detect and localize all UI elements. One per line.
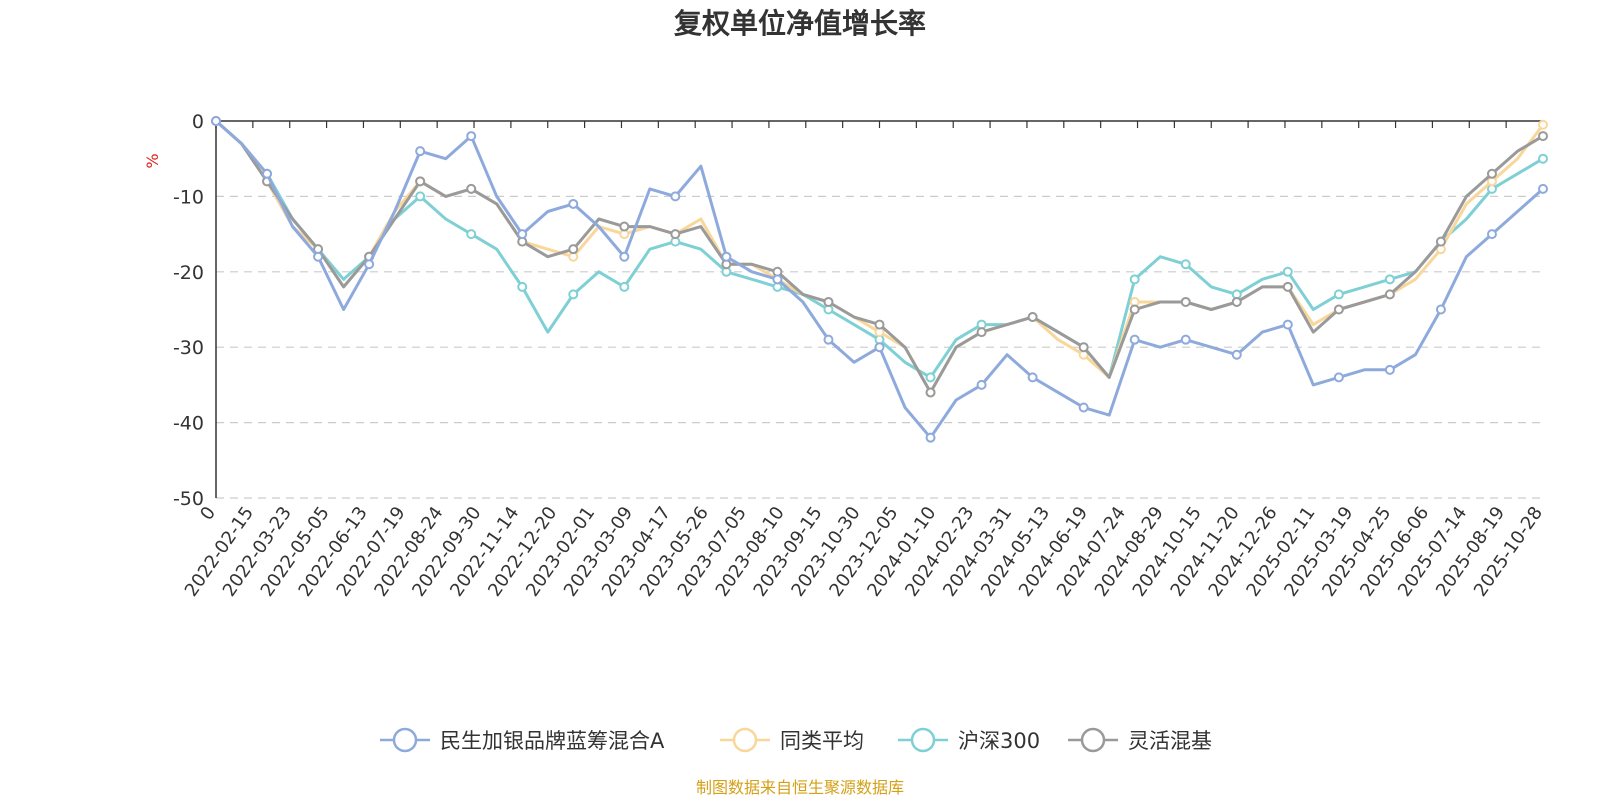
data-point xyxy=(1486,229,1497,240)
data-point xyxy=(1180,296,1191,307)
y-tick-label: -40 xyxy=(173,413,204,435)
data-point xyxy=(1282,281,1293,292)
y-tick-label: -20 xyxy=(173,262,204,284)
legend-label: 同类平均 xyxy=(780,729,864,753)
data-point xyxy=(1129,304,1140,315)
legend-label: 灵活混基 xyxy=(1128,729,1212,753)
data-point xyxy=(619,251,630,262)
data-point xyxy=(1027,312,1038,323)
data-point xyxy=(1231,296,1242,307)
data-point xyxy=(415,191,426,202)
data-point xyxy=(1384,274,1395,285)
data-point xyxy=(517,281,528,292)
legend-marker xyxy=(910,727,936,753)
data-point xyxy=(1129,334,1140,345)
data-point xyxy=(1538,119,1548,130)
legend: 民生加银品牌蓝筹混合A 同类平均 沪深300 灵活混基 xyxy=(380,727,1212,753)
data-point xyxy=(619,221,630,232)
plot-area xyxy=(211,116,1548,443)
data-point xyxy=(1333,304,1344,315)
data-point xyxy=(364,259,375,270)
legend-marker xyxy=(1080,727,1106,753)
data-point xyxy=(619,281,630,292)
legend-item[interactable]: 同类平均 xyxy=(720,727,864,753)
data-point xyxy=(262,168,273,179)
series-1 xyxy=(211,116,1548,398)
data-point xyxy=(1231,349,1242,360)
data-point xyxy=(1538,131,1548,142)
data-point xyxy=(1538,183,1548,194)
data-point xyxy=(976,327,987,338)
data-point xyxy=(1384,364,1395,375)
x-tick-label: 0 xyxy=(196,503,220,524)
data-point xyxy=(466,183,477,194)
data-point xyxy=(1333,372,1344,383)
y-tick-label: -50 xyxy=(173,488,204,510)
legend-item[interactable]: 民生加银品牌蓝筹混合A xyxy=(380,727,665,753)
data-point xyxy=(1180,334,1191,345)
data-point xyxy=(925,372,936,383)
y-tick-label: -10 xyxy=(173,186,204,208)
legend-item[interactable]: 沪深300 xyxy=(898,727,1040,753)
data-point xyxy=(823,296,834,307)
legend-item[interactable]: 灵活混基 xyxy=(1068,727,1212,753)
data-point xyxy=(568,198,579,209)
y-tick-label: -30 xyxy=(173,337,204,359)
data-point xyxy=(874,342,885,353)
data-point xyxy=(1435,236,1446,247)
data-point xyxy=(1282,266,1293,277)
data-point xyxy=(925,387,936,398)
data-point xyxy=(1538,153,1548,164)
data-point xyxy=(415,176,426,187)
series-0 xyxy=(211,116,1548,443)
data-point xyxy=(568,289,579,300)
legend-label: 沪深300 xyxy=(958,729,1040,753)
data-point xyxy=(1078,342,1089,353)
data-point xyxy=(721,251,732,262)
data-point xyxy=(466,229,477,240)
data-point xyxy=(1486,168,1497,179)
data-point xyxy=(1129,274,1140,285)
data-point xyxy=(1078,402,1089,413)
data-point xyxy=(670,229,681,240)
chart-title: 复权单位净值增长率 xyxy=(674,7,926,40)
data-point xyxy=(823,334,834,345)
data-point xyxy=(1027,372,1038,383)
data-point xyxy=(211,116,221,126)
series-line xyxy=(215,119,1544,440)
data-point xyxy=(1180,259,1191,270)
data-point xyxy=(517,229,528,240)
data-point xyxy=(1435,304,1446,315)
data-point xyxy=(670,191,681,202)
legend-label: 民生加银品牌蓝筹混合A xyxy=(440,729,665,753)
legend-marker xyxy=(732,727,758,753)
x-axis: 02022-02-152022-03-232022-05-052022-06-1… xyxy=(181,121,1547,601)
data-point xyxy=(874,319,885,330)
data-point xyxy=(925,432,936,443)
data-point xyxy=(313,251,324,262)
data-point xyxy=(1333,289,1344,300)
data-point xyxy=(976,379,987,390)
series-3 xyxy=(211,116,1548,398)
data-point xyxy=(772,274,783,285)
legend-marker xyxy=(392,727,418,753)
data-point xyxy=(1384,289,1395,300)
data-point xyxy=(568,244,579,255)
data-point xyxy=(466,131,477,142)
y-tick-label: 0 xyxy=(192,111,204,133)
source-note: 制图数据来自恒生聚源数据库 xyxy=(696,778,904,797)
data-point xyxy=(1282,319,1293,330)
y-axis-unit: % xyxy=(143,153,162,168)
data-point xyxy=(415,146,426,157)
series-2 xyxy=(211,116,1548,383)
